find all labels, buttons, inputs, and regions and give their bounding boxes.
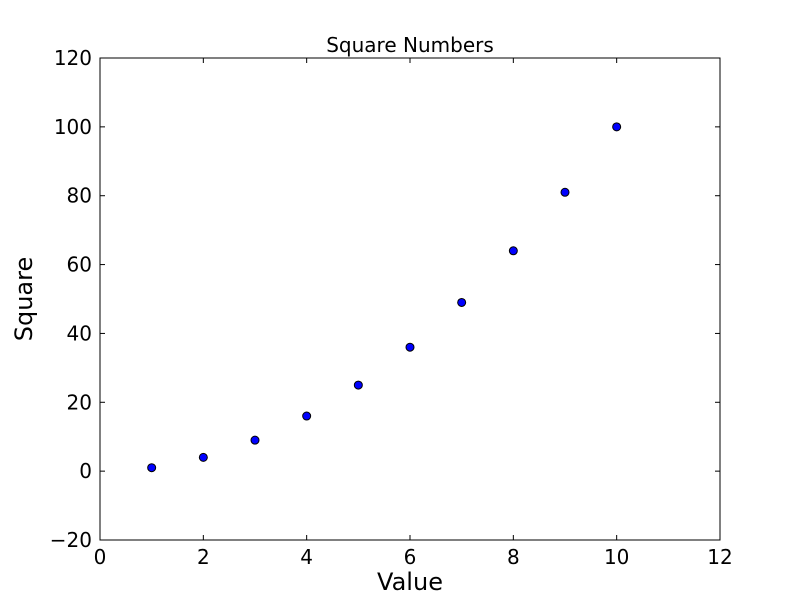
- data-point: [353, 380, 363, 390]
- x-tick-label: 0: [94, 545, 107, 569]
- y-tick-label: 40: [67, 321, 92, 345]
- x-axis-label: Value: [377, 568, 443, 596]
- data-point: [198, 452, 208, 462]
- data-point: [457, 297, 467, 307]
- y-tick-label: −20: [50, 528, 92, 552]
- data-point: [508, 246, 518, 256]
- x-tick-label: 2: [197, 545, 210, 569]
- x-tick-label: 8: [507, 545, 520, 569]
- y-tick-label: 0: [79, 459, 92, 483]
- data-point: [612, 122, 622, 132]
- x-tick-label: 6: [404, 545, 417, 569]
- data-point: [560, 187, 570, 197]
- x-tick-label: 4: [300, 545, 313, 569]
- data-point: [302, 411, 312, 421]
- chart-title: Square Numbers: [326, 33, 494, 57]
- y-tick-label: 100: [54, 115, 92, 139]
- y-tick-label: 20: [67, 390, 92, 414]
- x-tick-label: 12: [707, 545, 732, 569]
- data-point: [147, 463, 157, 473]
- y-axis-label: Square: [10, 257, 38, 342]
- plot-area: [99, 57, 721, 541]
- axis-ticks: [99, 57, 721, 541]
- data-point: [250, 435, 260, 445]
- data-point: [405, 342, 415, 352]
- data-points: [147, 122, 622, 473]
- y-tick-label: 60: [67, 253, 92, 277]
- y-tick-label: 80: [67, 184, 92, 208]
- y-tick-label: 120: [54, 46, 92, 70]
- x-tick-label: 10: [604, 545, 629, 569]
